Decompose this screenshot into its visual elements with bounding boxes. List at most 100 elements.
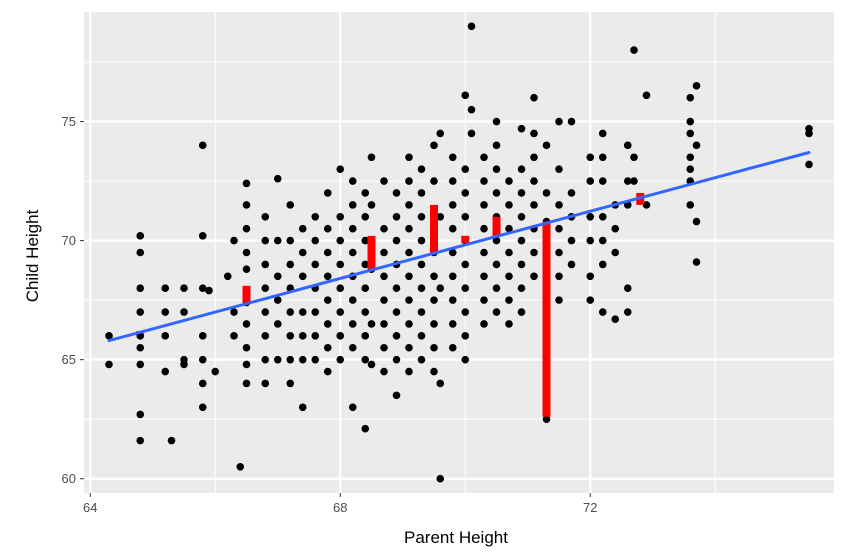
- data-point: [517, 165, 526, 173]
- data-point: [430, 320, 438, 328]
- data-point: [198, 284, 207, 293]
- data-point: [392, 236, 401, 245]
- data-point: [461, 260, 470, 269]
- data-point: [242, 248, 251, 257]
- data-point: [361, 212, 370, 221]
- data-point: [555, 117, 563, 126]
- data-point: [598, 236, 607, 245]
- data-point: [686, 153, 695, 162]
- data-point: [236, 463, 245, 471]
- data-point: [261, 308, 270, 316]
- data-point: [105, 360, 113, 369]
- data-point: [505, 248, 513, 257]
- data-point: [180, 284, 188, 293]
- data-point: [298, 403, 307, 412]
- data-point: [392, 212, 401, 221]
- data-point: [392, 332, 401, 340]
- data-point: [555, 165, 563, 173]
- data-point: [448, 177, 457, 185]
- x-tick-label: 72: [583, 500, 597, 515]
- data-point: [286, 355, 295, 364]
- data-point: [492, 260, 501, 269]
- data-point: [436, 284, 445, 293]
- data-point: [242, 265, 251, 273]
- data-point: [480, 320, 488, 328]
- data-point: [405, 296, 413, 304]
- data-point: [348, 343, 357, 352]
- data-point: [430, 343, 438, 352]
- data-point: [461, 284, 470, 293]
- y-tick-label: 70: [62, 233, 76, 248]
- data-point: [242, 201, 251, 209]
- data-point: [361, 284, 370, 293]
- data-point: [286, 201, 295, 209]
- data-point: [805, 129, 813, 138]
- data-point: [298, 355, 307, 364]
- major-gridlines: [84, 12, 834, 493]
- y-axis: 60 65 70 75: [62, 114, 84, 486]
- data-point: [273, 320, 282, 328]
- data-points: [105, 22, 813, 483]
- data-point: [273, 272, 282, 281]
- data-point: [405, 320, 413, 328]
- data-point: [448, 343, 457, 352]
- data-point: [161, 284, 170, 293]
- data-point: [530, 153, 538, 162]
- data-point: [311, 355, 320, 364]
- data-point: [480, 224, 488, 233]
- data-point: [505, 224, 513, 233]
- data-point: [430, 177, 438, 185]
- data-point: [492, 165, 501, 173]
- data-point: [467, 22, 476, 31]
- data-point: [323, 320, 332, 328]
- data-point: [642, 201, 651, 209]
- data-point: [361, 308, 370, 316]
- data-point: [611, 248, 620, 257]
- data-point: [405, 224, 413, 233]
- data-point: [311, 212, 320, 221]
- data-point: [380, 272, 388, 281]
- data-point: [492, 189, 501, 197]
- data-point: [598, 153, 607, 162]
- data-point: [242, 320, 251, 328]
- data-point: [380, 343, 388, 352]
- data-point: [136, 343, 145, 352]
- data-point: [692, 82, 701, 90]
- data-point: [436, 379, 445, 388]
- x-tick-label: 64: [83, 500, 97, 515]
- data-point: [298, 272, 307, 281]
- data-point: [261, 284, 270, 293]
- data-point: [286, 332, 295, 340]
- data-point: [242, 343, 251, 352]
- data-point: [167, 436, 176, 445]
- data-point: [198, 332, 207, 340]
- data-point: [136, 360, 145, 369]
- data-point: [555, 248, 563, 257]
- data-point: [436, 129, 445, 138]
- data-point: [686, 165, 695, 173]
- data-point: [348, 248, 357, 257]
- data-point: [380, 248, 388, 257]
- data-point: [598, 212, 607, 221]
- data-point: [505, 320, 513, 328]
- data-point: [623, 177, 632, 185]
- y-tick-label: 65: [62, 352, 76, 367]
- y-tick-label: 75: [62, 114, 76, 129]
- data-point: [586, 153, 595, 162]
- data-point: [348, 403, 357, 412]
- data-point: [542, 189, 551, 197]
- data-point: [211, 367, 220, 376]
- data-point: [530, 177, 538, 185]
- data-point: [311, 332, 320, 340]
- data-point: [417, 284, 426, 293]
- data-point: [136, 308, 145, 316]
- data-point: [261, 332, 270, 340]
- data-point: [161, 367, 170, 376]
- data-point: [273, 355, 282, 364]
- data-point: [417, 212, 426, 221]
- data-point: [467, 105, 476, 114]
- data-point: [230, 236, 238, 245]
- data-point: [161, 332, 170, 340]
- data-point: [542, 415, 551, 423]
